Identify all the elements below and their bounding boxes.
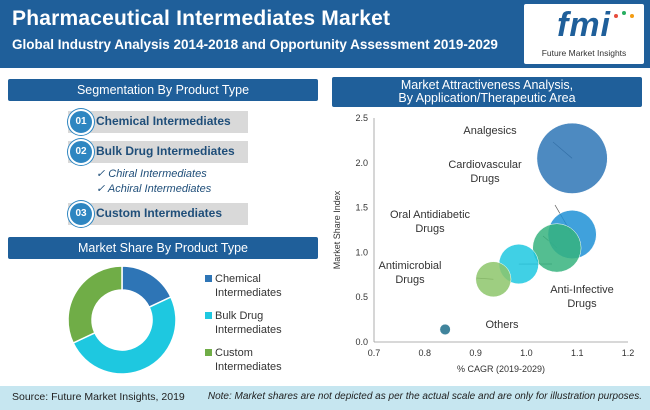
bubble-others xyxy=(439,323,451,335)
y-tick-label: 1.5 xyxy=(355,203,368,213)
sub-segment-achiral: ✓ Achiral Intermediates xyxy=(96,183,212,195)
footer-source: Source: Future Market Insights, 2019 xyxy=(12,391,185,403)
legend-label: Chemical Intermediates xyxy=(215,273,282,299)
attractiveness-heading-line2: By Application/Therapeutic Area xyxy=(398,91,576,105)
legend-swatch xyxy=(205,275,212,282)
x-axis-title: % CAGR (2019-2029) xyxy=(457,364,545,374)
logo-mark: fmi xyxy=(557,6,611,44)
bubble-label-cardiovascular-drugs: Cardiovascular Drugs xyxy=(448,159,522,185)
market-share-heading: Market Share By Product Type xyxy=(8,237,318,259)
bubble-label-oral-antidiabetic-drugs: Oral Antidiabetic Drugs xyxy=(390,209,471,235)
segment-label: Custom Intermediates xyxy=(96,206,223,220)
legend-swatch xyxy=(205,349,212,356)
logo-stars-icon xyxy=(614,11,634,18)
page-subtitle: Global Industry Analysis 2014-2018 and O… xyxy=(12,37,498,52)
bubble-oral-antidiabetic-drugs xyxy=(532,223,582,273)
y-tick-label: 1.0 xyxy=(355,247,368,257)
x-tick-label: 0.7 xyxy=(368,348,381,358)
legend-label: Custom Intermediates xyxy=(215,347,282,373)
donut-chart xyxy=(67,265,177,375)
bubble-label-antimicrobial-drugs: Antimicrobial Drugs xyxy=(379,260,442,286)
footer-bar: Source: Future Market Insights, 2019 Not… xyxy=(0,386,650,410)
segment-number-badge: 02 xyxy=(68,139,94,165)
bubble-chart: 0.0 0.5 1.0 1.5 2.0 2.5 0.7 0.8 0.9 1.0 1.1 1.2 % CA… xyxy=(332,113,635,374)
bubble-antimicrobial-drugs xyxy=(475,261,512,298)
attractiveness-heading: Market Attractiveness Analysis, By Appli… xyxy=(332,77,642,107)
x-tick-label: 0.9 xyxy=(469,348,482,358)
segment-number-badge: 03 xyxy=(68,201,94,227)
x-tick-label: 1.2 xyxy=(622,348,635,358)
y-axis-title: Market Share Index xyxy=(332,190,342,269)
y-tick-label: 2.0 xyxy=(355,158,368,168)
donut-slice-custom-intermediates xyxy=(67,265,123,344)
segment-number-badge: 01 xyxy=(68,109,94,135)
bubble-label-anti-infective-drugs: Anti-Infective Drugs xyxy=(550,284,614,310)
y-tick-label: 2.5 xyxy=(355,113,368,123)
bubble-label-analgesics: Analgesics xyxy=(463,125,517,137)
x-tick-label: 1.1 xyxy=(571,348,584,358)
y-tick-label: 0.5 xyxy=(355,292,368,302)
legend-swatch xyxy=(205,312,212,319)
segment-bulk-drug: Bulk Drug Intermediates xyxy=(68,141,248,163)
x-tick-label: 1.0 xyxy=(520,348,533,358)
y-tick-label: 0.0 xyxy=(355,337,368,347)
x-tick-label: 0.8 xyxy=(419,348,432,358)
fmi-logo: fmi Future Market Insights xyxy=(524,4,644,64)
page-title: Pharmaceutical Intermediates Market xyxy=(12,7,391,30)
footer-note: Note: Market shares are not depicted as … xyxy=(207,391,642,402)
logo-text: Future Market Insights xyxy=(541,48,627,58)
bubble-analgesics xyxy=(536,122,608,194)
sub-segment-chiral: ✓ Chiral Intermediates xyxy=(96,168,207,180)
attractiveness-heading-line1: Market Attractiveness Analysis, xyxy=(400,78,574,92)
segment-custom: Custom Intermediates xyxy=(68,203,248,225)
segment-chemical: Chemical Intermediates xyxy=(68,111,248,133)
header-banner: Pharmaceutical Intermediates Market Glob… xyxy=(0,0,650,68)
segment-label: Chemical Intermediates xyxy=(96,114,231,128)
bubble-label-others: Others xyxy=(485,319,519,331)
segment-label: Bulk Drug Intermediates xyxy=(96,144,235,158)
legend-label: Bulk Drug Intermediates xyxy=(215,310,282,336)
donut-slice-bulk-drug-intermediates xyxy=(72,296,177,375)
segmentation-heading: Segmentation By Product Type xyxy=(8,79,318,101)
